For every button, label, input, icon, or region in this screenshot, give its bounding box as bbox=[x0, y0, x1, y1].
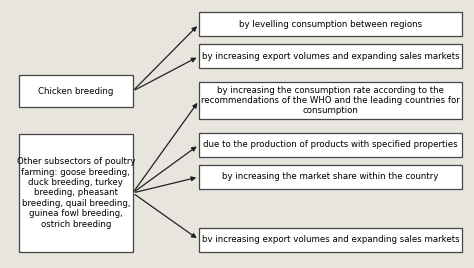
Text: by levelling consumption between regions: by levelling consumption between regions bbox=[239, 20, 422, 29]
FancyBboxPatch shape bbox=[199, 44, 462, 68]
Text: by increasing export volumes and expanding sales markets: by increasing export volumes and expandi… bbox=[202, 52, 459, 61]
FancyBboxPatch shape bbox=[199, 165, 462, 189]
Text: due to the production of products with specified properties: due to the production of products with s… bbox=[203, 140, 458, 149]
FancyBboxPatch shape bbox=[199, 12, 462, 36]
FancyBboxPatch shape bbox=[199, 133, 462, 157]
FancyBboxPatch shape bbox=[199, 228, 462, 252]
Text: by increasing the consumption rate according to the
recommendations of the WHO a: by increasing the consumption rate accor… bbox=[201, 85, 460, 116]
Text: bv increasing export volumes and expanding sales markets: bv increasing export volumes and expandi… bbox=[202, 235, 459, 244]
FancyBboxPatch shape bbox=[19, 134, 133, 252]
Text: Other subsectors of poultry
farming: goose breeding,
duck breeding, turkey
breed: Other subsectors of poultry farming: goo… bbox=[17, 157, 135, 229]
FancyBboxPatch shape bbox=[199, 82, 462, 119]
Text: Chicken breeding: Chicken breeding bbox=[38, 87, 114, 96]
Text: by increasing the market share within the country: by increasing the market share within th… bbox=[222, 172, 439, 181]
FancyBboxPatch shape bbox=[19, 75, 133, 107]
